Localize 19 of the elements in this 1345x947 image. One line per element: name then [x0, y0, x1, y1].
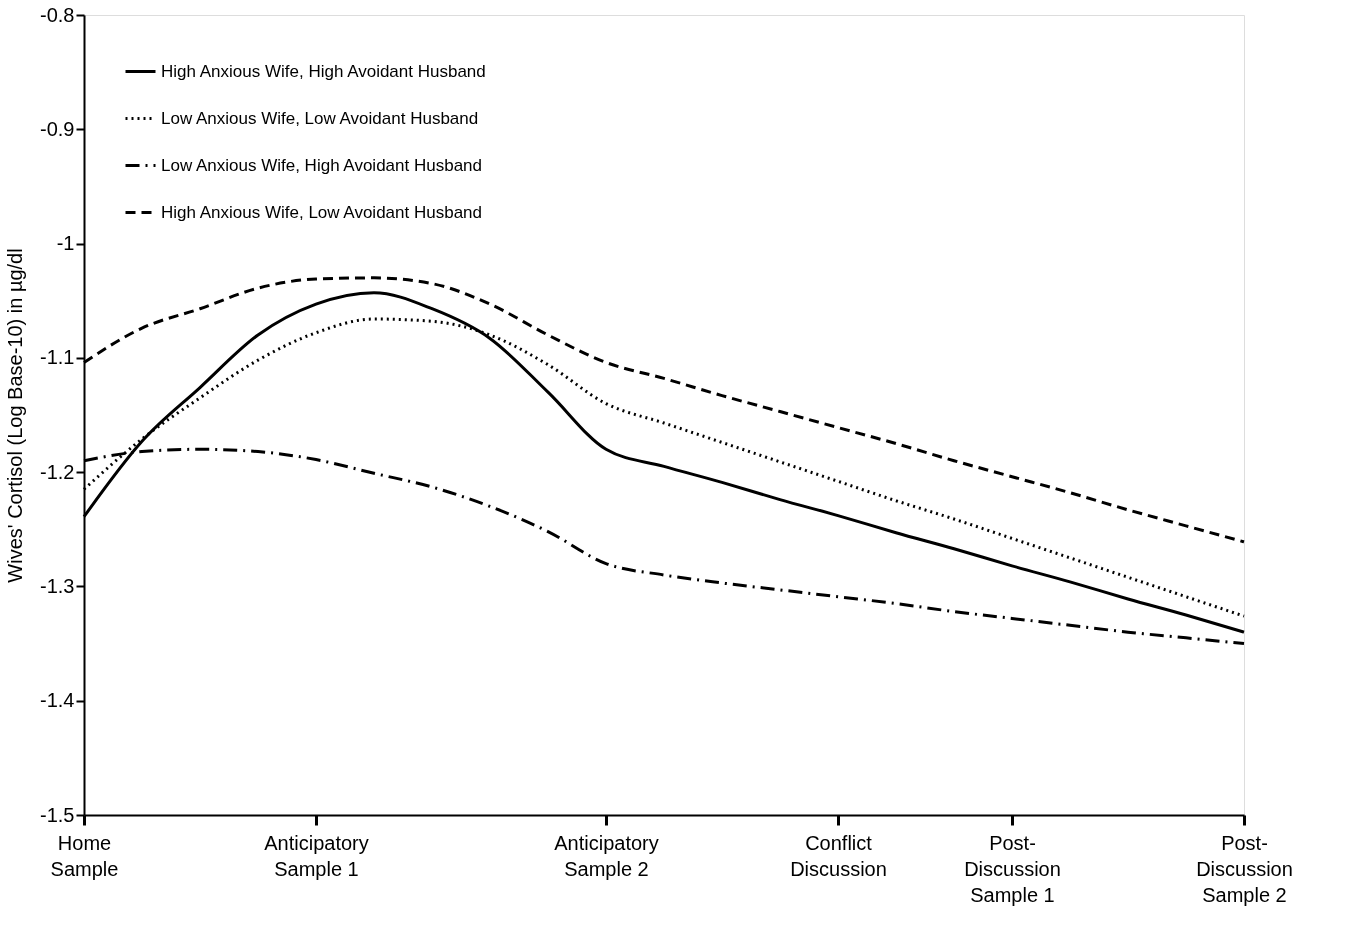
- y-tick-label: -0.9: [40, 117, 75, 140]
- y-tick-label: -1.1: [40, 346, 75, 369]
- x-tick-label: Post- Discussion Sample 1: [964, 831, 1061, 906]
- legend-label: Low Anxious Wife, Low Avoidant Husband: [161, 108, 479, 128]
- x-tick-label: Conflict Discussion: [790, 831, 887, 880]
- y-tick-label: -1.3: [40, 574, 75, 597]
- y-axis-title: Wives' Cortisol (Log Base-10) in µg/dl: [4, 248, 27, 583]
- y-tick-label: -1.2: [40, 460, 75, 483]
- x-tick-label: Post- Discussion Sample 2: [1196, 831, 1293, 906]
- y-tick-label: -0.8: [40, 3, 75, 26]
- legend-label: High Anxious Wife, Low Avoidant Husband: [161, 202, 482, 222]
- y-tick-label: -1.4: [40, 689, 75, 712]
- x-tick-label: Home Sample: [50, 831, 119, 880]
- y-tick-label: -1: [56, 232, 75, 255]
- legend-label: High Anxious Wife, High Avoidant Husband: [161, 61, 486, 81]
- y-tick-label: -1.5: [40, 803, 75, 826]
- x-tick-label: Anticipatory Sample 1: [264, 831, 369, 880]
- legend-label: Low Anxious Wife, High Avoidant Husband: [161, 155, 482, 175]
- x-tick-label: Anticipatory Sample 2: [554, 831, 659, 880]
